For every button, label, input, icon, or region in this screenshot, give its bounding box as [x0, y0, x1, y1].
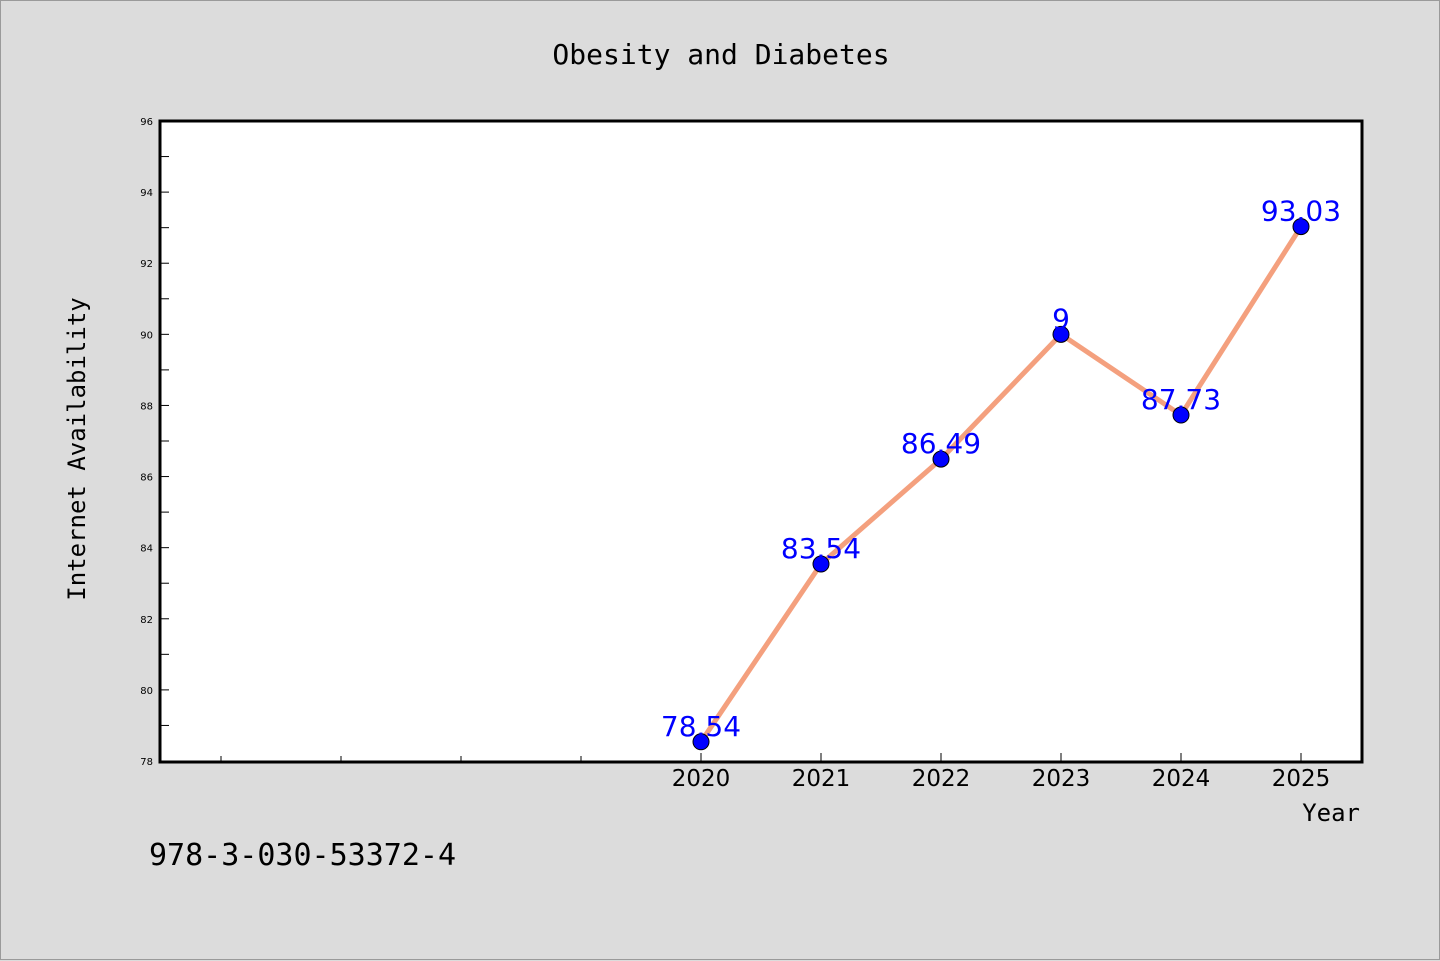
data-point	[1292, 218, 1310, 236]
x-tick-label: 2023	[1032, 766, 1091, 792]
series-layer: 78.54 83.54 86.49 9 87.73 93.03	[661, 195, 1341, 751]
footer-isbn: 978-3-030-53372-4	[149, 838, 456, 873]
y-tick-label: 92	[140, 259, 153, 270]
y-tick-label: 90	[140, 330, 153, 341]
data-point	[1052, 325, 1070, 343]
data-point	[812, 555, 830, 573]
y-axis-label: Internet Availability	[63, 297, 91, 600]
y-tick-label: 78	[140, 757, 153, 768]
y-axis: 78 80 82 84 86 88 90 92 94 96	[140, 117, 169, 768]
data-point	[1172, 406, 1190, 424]
data-point	[692, 733, 710, 751]
x-tick-label: 2020	[672, 766, 731, 792]
data-label: 93.03	[1261, 195, 1341, 228]
data-label: 83.54	[781, 532, 861, 565]
data-label: 9	[1052, 302, 1070, 335]
series-line	[698, 224, 1304, 745]
y-tick-label: 86	[140, 473, 153, 484]
y-tick-label: 84	[140, 544, 153, 555]
y-tick-label: 88	[140, 401, 153, 412]
chart-title: Obesity and Diabetes	[552, 38, 889, 71]
x-tick-label: 2024	[1152, 766, 1211, 792]
data-label: 86.49	[901, 427, 981, 460]
plot-area	[158, 119, 1364, 764]
data-label: 78.54	[661, 710, 741, 743]
data-label: 87.73	[1141, 383, 1221, 416]
x-axis-label: Year	[1302, 799, 1360, 827]
x-tick-label: 2022	[912, 766, 971, 792]
y-tick-label: 94	[140, 188, 153, 199]
x-tick-label: 2025	[1272, 766, 1331, 792]
x-tick-label: 2021	[792, 766, 851, 792]
y-tick-label: 82	[140, 615, 153, 626]
x-axis: 2020 2021 2022 2023 2024 2025	[220, 753, 1331, 792]
data-point	[932, 450, 950, 468]
y-tick-label: 80	[140, 686, 153, 697]
y-tick-label: 96	[140, 117, 153, 128]
